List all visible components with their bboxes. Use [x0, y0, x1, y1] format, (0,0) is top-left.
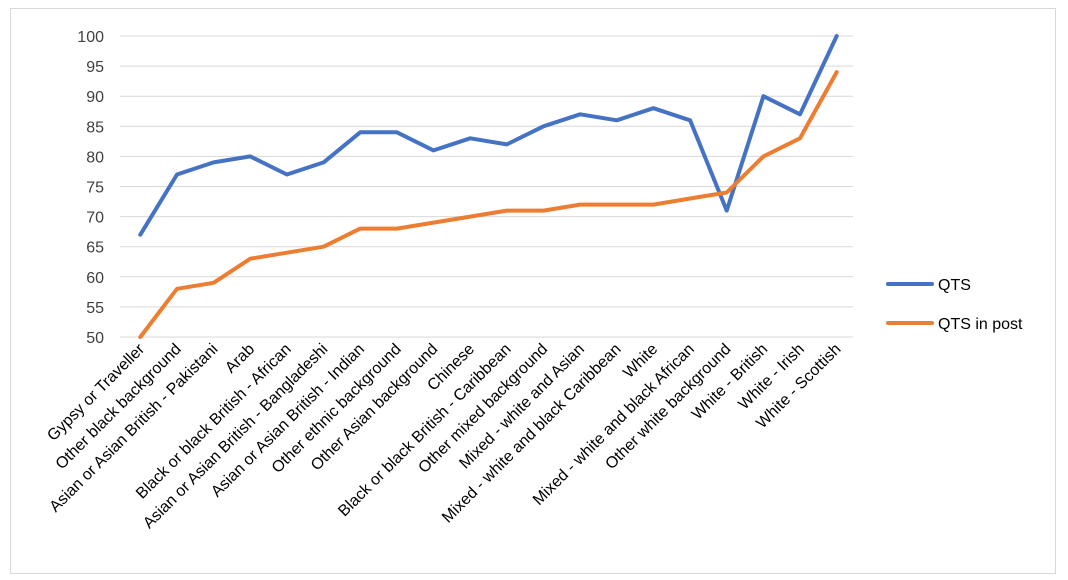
y-tick-label-55: 55 — [86, 300, 104, 317]
legend-label-qts: QTS — [938, 277, 971, 294]
y-tick-label-75: 75 — [86, 180, 104, 197]
series-line-qts — [138, 34, 839, 237]
y-tick-label-85: 85 — [86, 119, 104, 136]
y-tick-label-65: 65 — [86, 240, 104, 257]
y-tick-label-70: 70 — [86, 210, 104, 227]
y-tick-label-50: 50 — [86, 330, 104, 347]
y-tick-label-90: 90 — [86, 89, 104, 106]
y-tick-label-100: 100 — [77, 29, 104, 46]
legend-label-qts-in-post: QTS in post — [938, 316, 1023, 333]
y-tick-label-95: 95 — [86, 59, 104, 76]
series-line-qts-in-post — [138, 70, 839, 339]
legend: QTS QTS in post — [886, 277, 1023, 333]
series-lines — [138, 34, 839, 339]
y-axis-tick-labels: 50 55 60 65 70 75 80 85 90 95 100 — [77, 29, 104, 347]
gridlines — [120, 35, 853, 338]
y-tick-label-80: 80 — [86, 149, 104, 166]
chart-frame — [10, 8, 1056, 574]
y-tick-label-60: 60 — [86, 270, 104, 287]
